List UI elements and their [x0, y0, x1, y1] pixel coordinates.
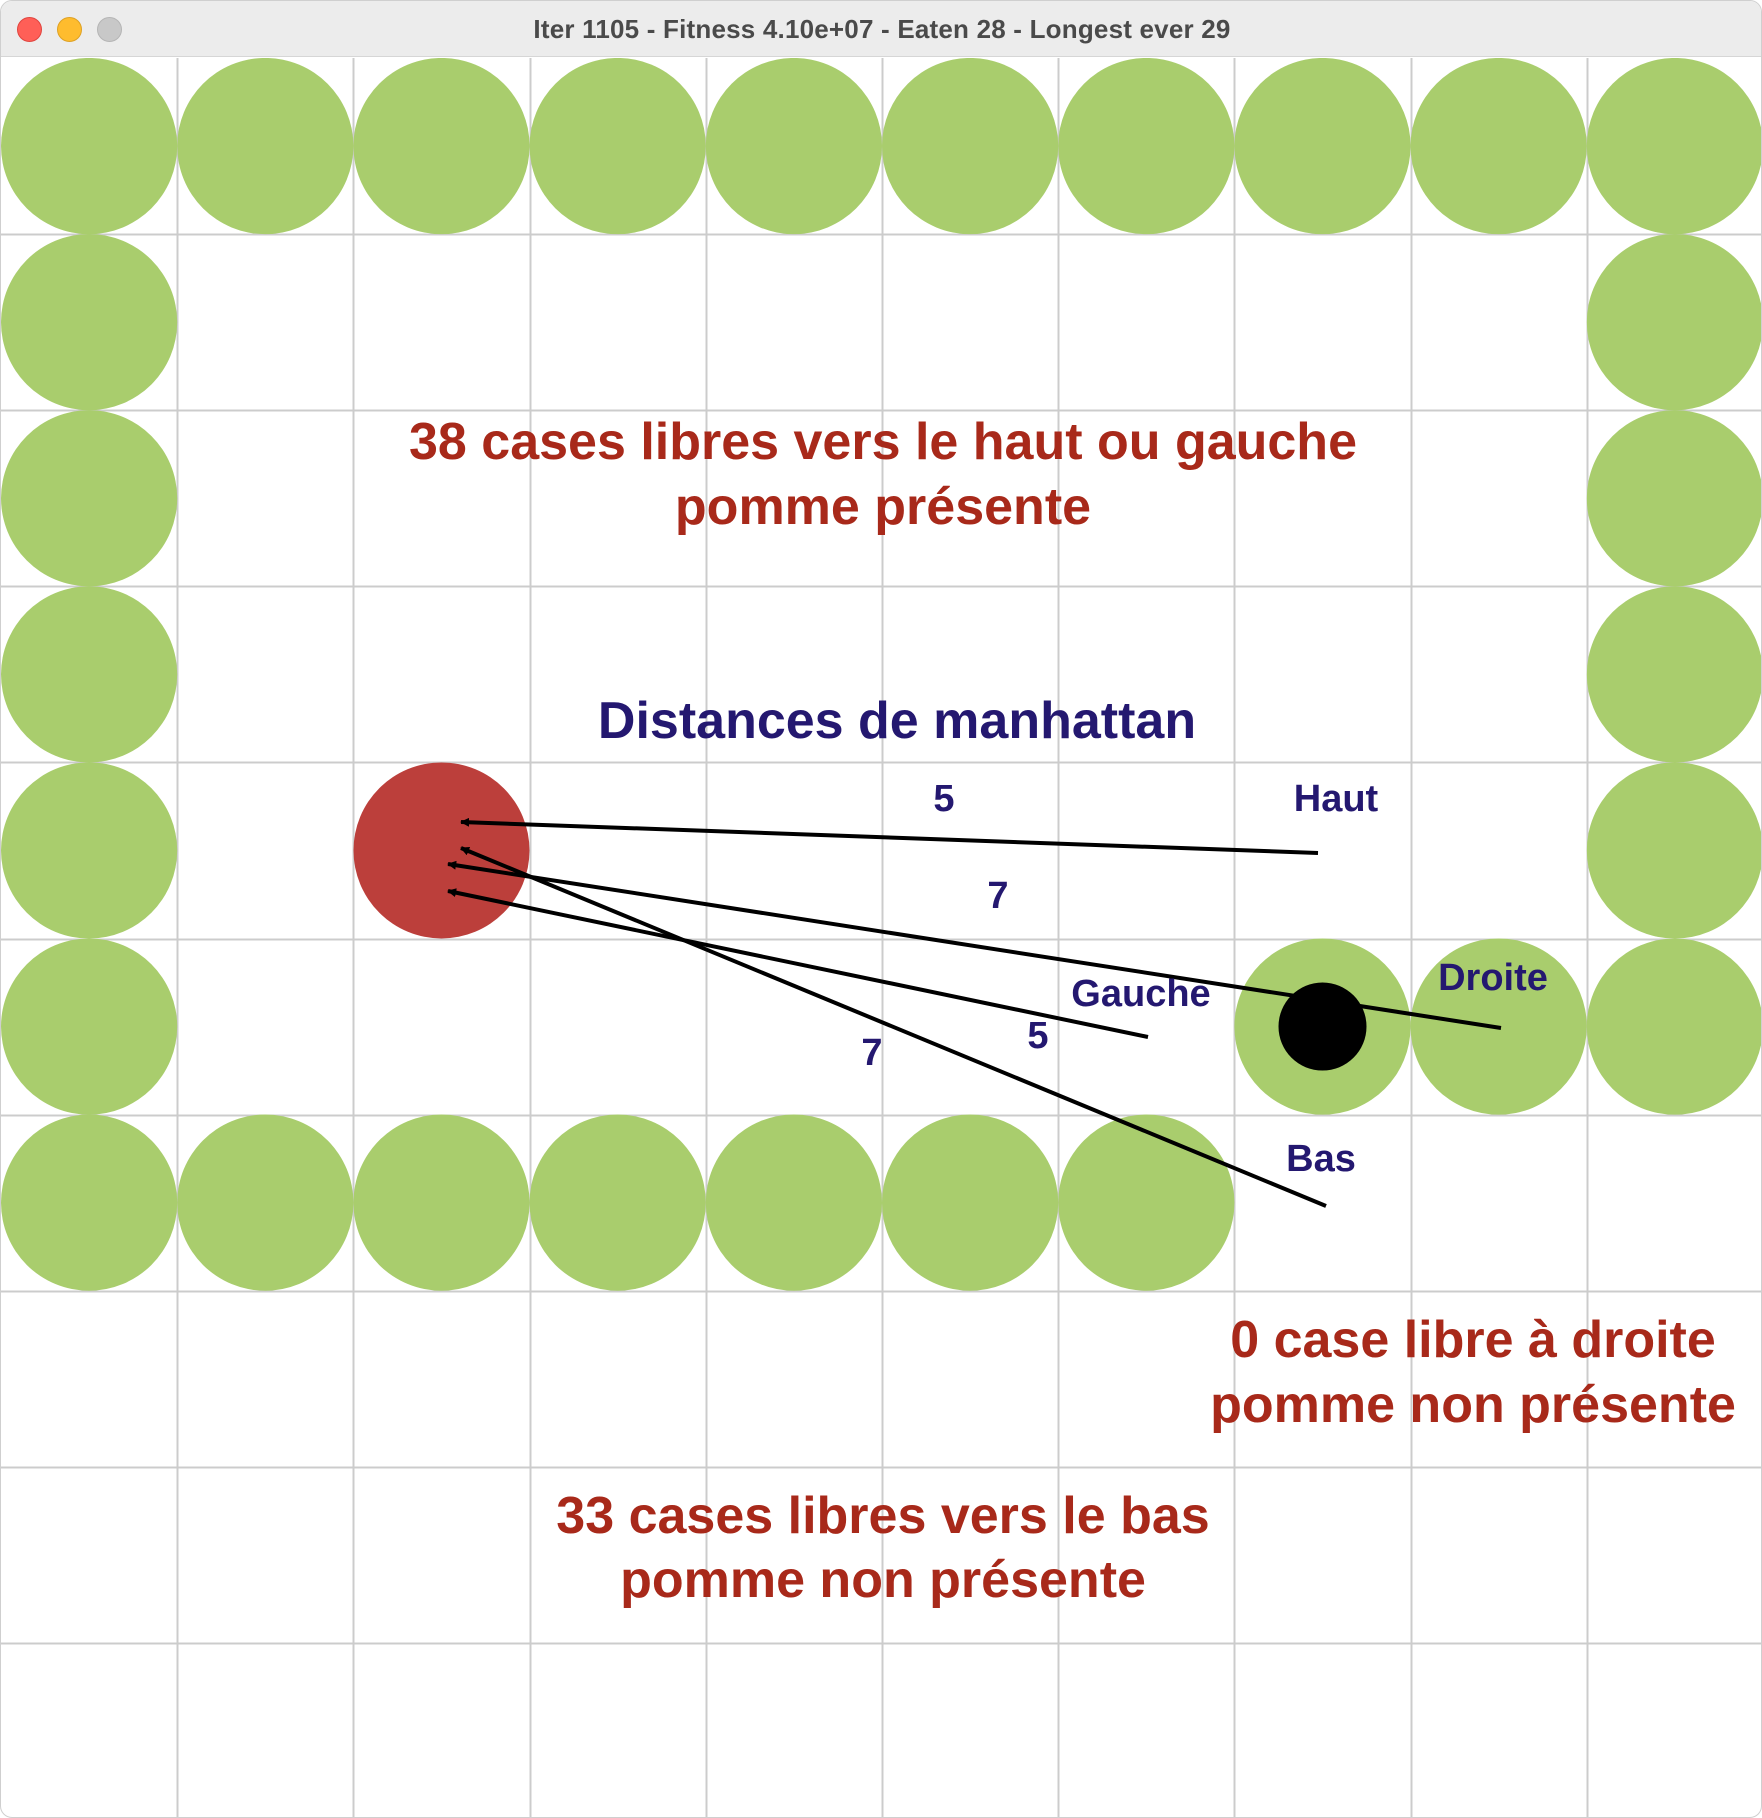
snake-body-segment: [529, 57, 706, 235]
minimize-button[interactable]: [57, 17, 82, 42]
value-gauche: 5: [1027, 1015, 1048, 1057]
snake-body-segment: [1, 57, 178, 235]
snake-body-segment: [882, 57, 1059, 235]
distances-title: Distances de manhattan: [598, 692, 1196, 750]
snake-body-segment: [1586, 762, 1761, 939]
arrow-haut: [460, 817, 1319, 855]
value-bas: 7: [861, 1032, 882, 1074]
top-region-info-line2: pomme présente: [675, 478, 1091, 536]
right-region-info-line1: 0 case libre à droite: [1230, 1311, 1716, 1369]
top-region-info-line1: 38 cases libres vers le haut ou gauche: [409, 413, 1357, 471]
snake-body-segment: [1410, 57, 1587, 235]
snake-body-segment: [882, 1114, 1059, 1291]
snake-body-segment: [353, 1114, 530, 1291]
grid-lines: [1, 58, 1761, 1817]
snake-body-segment: [1, 234, 178, 411]
label-gauche: Gauche: [1071, 973, 1210, 1015]
bottom-region-info-line1: 33 cases libres vers le bas: [556, 1487, 1209, 1545]
game-board: 38 cases libres vers le haut ou gauche p…: [1, 57, 1761, 1817]
label-haut: Haut: [1294, 778, 1379, 820]
board-canvas: 38 cases libres vers le haut ou gauche p…: [1, 57, 1761, 1817]
value-droite: 7: [987, 875, 1008, 917]
snake-body-segment: [705, 57, 883, 235]
label-droite: Droite: [1438, 957, 1548, 999]
window-title: Iter 1105 - Fitness 4.10e+07 - Eaten 28 …: [533, 14, 1231, 44]
snake-body-segment: [705, 1114, 883, 1291]
snake-body-segment: [1058, 1114, 1235, 1291]
snake-body-segment: [1, 762, 178, 939]
snake-body-segment: [177, 1114, 354, 1291]
snake-body-segment: [1, 586, 178, 763]
snake-body-segment: [1, 1114, 178, 1291]
arrow-gauche: [447, 888, 1149, 1039]
snake-body-segment: [529, 1114, 706, 1291]
snake-body-segment: [177, 57, 354, 235]
snake-body-segment: [1586, 586, 1761, 763]
snake-body-segment: [1586, 57, 1761, 235]
arrow-droite: [447, 860, 1502, 1030]
apple: [353, 762, 530, 939]
right-region-info-line2: pomme non présente: [1210, 1376, 1736, 1434]
title-bar[interactable]: Iter 1105 - Fitness 4.10e+07 - Eaten 28 …: [1, 1, 1761, 57]
value-haut: 5: [933, 778, 954, 820]
snake-body-segment: [353, 57, 530, 235]
zoom-button[interactable]: [97, 17, 122, 42]
bottom-region-info-line2: pomme non présente: [620, 1551, 1146, 1609]
snake-body-segment: [1234, 57, 1411, 235]
snake-body-segment: [1586, 938, 1761, 1115]
snake-body-segment: [1586, 234, 1761, 411]
label-bas: Bas: [1286, 1138, 1356, 1180]
snake-body-segment: [1, 410, 178, 587]
close-button[interactable]: [17, 17, 42, 42]
snake-body-segment: [1, 938, 178, 1115]
snake-body-segment: [1058, 57, 1235, 235]
arrow-bas: [460, 846, 1327, 1208]
snake-body: [1, 57, 1761, 1291]
snake-body-segment: [1586, 410, 1761, 587]
